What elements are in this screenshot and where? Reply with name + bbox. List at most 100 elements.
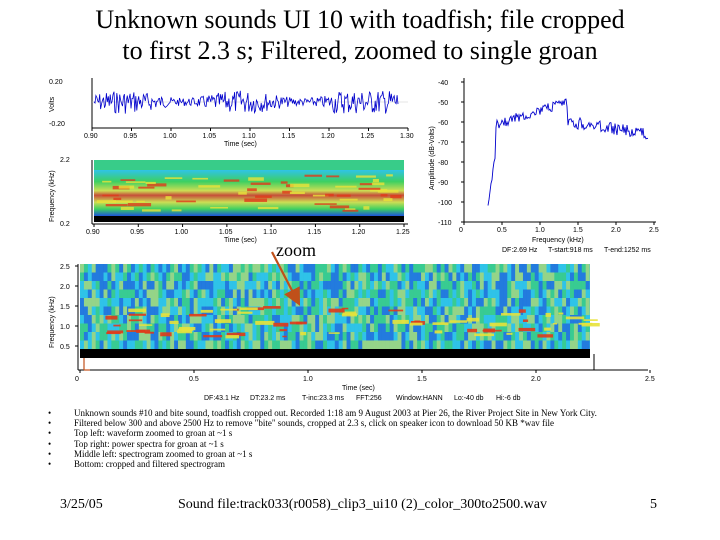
waveform-xtick-label: 1.10 [242,133,256,140]
zoom-spectrogram-xtick-label: 1.10 [263,229,277,236]
waveform-xtick-label: 0.90 [84,133,98,140]
power-spectrum-tstart: T-start:918 ms [548,247,593,254]
footer-date: 3/25/05 [60,497,103,512]
power-spectrum-x-ticks: 0 0.5 1.0 1.5 2.0 2.5 [459,222,659,234]
list-item: • Bottom: cropped and filtered spectrogra… [48,459,688,469]
power-spectrum-xlabel: Frequency (kHz) [532,237,584,244]
main-spectrogram-plot: 2.5 2.0 1.5 1.0 0.5 0 0.5 1.0 1.5 2.0 2.5 Frequen… [44,256,664,404]
waveform-x-ticks: 0.90 0.95 1.00 1.05 1.10 1.15 1.20 1.25 1.30 [84,128,414,140]
main-spectrogram-y-ticks: 2.5 2.0 1.5 1.0 0.5 [60,264,78,351]
main-spectrogram-xtick-label: 1.0 [303,376,313,383]
bullet-marker: • [48,459,52,470]
bullet-marker: • [48,418,52,429]
power-spectrum-ytick-label: -40 [438,80,448,87]
note-text: Top left: waveform zoomed to groan at ~1… [74,428,233,439]
main-spectrogram-ytick-label: 1.5 [60,304,70,311]
waveform-ylabel: Volts [49,96,56,112]
main-spectrogram-ytick-label: 0.5 [60,344,70,351]
main-spectrogram-ylabel: Frequency (kHz) [49,296,56,348]
zoom-spectrogram-plot: 0.90 0.95 1.00 1.05 1.10 1.15 1.20 1.25 2.2 0.2… [44,152,422,244]
waveform-xtick-label: 0.95 [124,133,138,140]
zoom-spectrogram-ytick-bottom: 0.2 [60,221,70,228]
note-text: Unknown sounds #10 and bite sound, toadf… [74,408,597,418]
main-spectrogram-param: T-inc:23.3 ms [302,395,345,402]
zoom-spectrogram-xtick-label: 1.25 [396,229,410,236]
waveform-plot: 0.90 0.95 1.00 1.05 1.10 1.15 1.20 1.25 1.30 0.2… [44,70,422,150]
main-spectrogram-xtick-label: 2.5 [645,376,655,383]
zoom-spectrogram-xtick-label: 1.05 [219,229,233,236]
power-spectrum-xtick-label: 0.5 [497,227,507,234]
power-spectrum-df: DF:2.69 Hz [502,247,538,254]
zoom-spectrogram-xlabel: Time (sec) [224,237,257,244]
list-item: • Filtered below 300 and above 2500 Hz to… [48,418,688,428]
waveform-xtick-label: 1.20 [321,133,335,140]
main-spectrogram-panel: 2.5 2.0 1.5 1.0 0.5 0 0.5 1.0 1.5 2.0 2.5 Frequen… [44,256,664,404]
zoom-spectrogram-panel: 0.90 0.95 1.00 1.05 1.10 1.15 1.20 1.25 2.2 0.2… [44,152,422,244]
waveform-xlabel: Time (sec) [224,141,257,148]
zoom-spectrogram-xtick-label: 1.20 [352,229,366,236]
list-item: • Middle left: spectrogram zoomed to groa… [48,449,688,459]
list-item: • Top left: waveform zoomed to groan at ~… [48,428,688,438]
footer-sound-file[interactable]: Sound file:track033(r0058)_clip3_ui10 (2… [178,497,547,512]
main-spectrogram-params: DF:43.1 Hz DT:23.2 ms T-inc:23.3 ms FFT:256… [204,395,521,402]
list-item: • Unknown sounds #10 and bite sound, toad… [48,408,688,418]
zoom-spectrogram-xtick-label: 1.15 [307,229,321,236]
slide-title-line2: to first 2.3 s; Filtered, zoomed to sing… [122,36,598,65]
waveform-ytick-top: 0.20 [49,79,63,86]
power-spectrum-tend: T-end:1252 ms [604,247,651,254]
waveform-xtick-label: 1.30 [400,133,414,140]
waveform-xtick-label: 1.00 [163,133,177,140]
main-spectrogram-param: DT:23.2 ms [250,395,286,402]
power-spectrum-trace [487,98,649,206]
bullet-marker: • [48,408,52,418]
power-spectrum-xtick-label: 2.5 [649,227,659,234]
zoom-spectrogram-ytick-top: 2.2 [60,157,70,164]
power-spectrum-ytick-label: -80 [438,160,448,167]
main-spectrogram-xtick-label: 2.0 [531,376,541,383]
list-item: • Top right: power spectra for groan at ~… [48,439,688,449]
main-spectrogram-xtick-label: 1.5 [417,376,427,383]
main-spectrogram-param: Hi:-6 db [496,395,521,402]
power-spectrum-xtick-label: 1.5 [573,227,583,234]
main-spectrogram-ytick-label: 1.0 [60,324,70,331]
main-spectrogram-param: Window:HANN [396,395,443,402]
note-text: Middle left: spectrogram zoomed to groan… [74,448,253,459]
zoom-spectrogram-xtick-label: 0.90 [86,229,100,236]
waveform-panel: 0.90 0.95 1.00 1.05 1.10 1.15 1.20 1.25 1.30 0.2… [44,70,422,150]
power-spectrum-ytick-label: -70 [438,140,448,147]
main-spectrogram-param: FFT:256 [356,395,382,402]
power-spectrum-ylabel: Amplitude (dB-Volts) [429,126,436,190]
waveform-trace [93,90,399,115]
main-spectrogram-x-ticks: 0 0.5 1.0 1.5 2.0 2.5 [75,370,655,383]
power-spectrum-xtick-label: 1.0 [535,227,545,234]
power-spectrum-plot: -40 -50 -60 -70 -80 -90 -100 -110 0 0.5 1.0 1.5 2.0… [424,70,664,256]
slide-title: Unknown sounds UI 10 with toadfish; file… [40,4,680,66]
power-spectrum-ytick-label: -100 [438,200,452,207]
power-spectrum-panel: -40 -50 -60 -70 -80 -90 -100 -110 0 0.5 1.0 1.5 2.0… [424,70,664,256]
power-spectrum-y-ticks: -40 -50 -60 -70 -80 -90 -100 -110 [438,80,464,227]
power-spectrum-ytick-label: -110 [438,220,452,227]
footer-page-number: 5 [650,497,657,512]
note-text: Bottom: cropped and filtered spectrogram [74,459,225,470]
notes-list: • Unknown sounds #10 and bite sound, toad… [48,408,688,469]
main-spectrogram-xtick-label: 0 [75,376,79,383]
main-spectrogram-param: Lo:-40 db [454,395,484,402]
slide-title-line1: Unknown sounds UI 10 with toadfish; file… [95,5,625,34]
main-spectrogram-columns [80,264,600,349]
zoom-spectrogram-streaks [96,174,402,212]
note-text: Top right: power spectra for groan at ~1… [74,438,224,449]
note-text: Filtered below 300 and above 2500 Hz to … [74,418,554,429]
waveform-xtick-label: 1.15 [282,133,296,140]
waveform-xtick-label: 1.25 [361,133,375,140]
main-spectrogram-ytick-label: 2.0 [60,284,70,291]
main-spectrogram-xlabel: Time (sec) [342,385,375,392]
bullet-marker: • [48,448,52,459]
waveform-ytick-bottom: -0.20 [49,121,65,128]
waveform-xtick-label: 1.05 [203,133,217,140]
power-spectrum-ytick-label: -90 [438,180,448,187]
bullet-marker: • [48,428,52,439]
main-spectrogram-param: DF:43.1 Hz [204,395,240,402]
zoom-spectrogram-xtick-label: 1.00 [175,229,189,236]
bullet-marker: • [48,438,52,449]
zoom-spectrogram-ylabel: Frequency (kHz) [49,170,56,222]
